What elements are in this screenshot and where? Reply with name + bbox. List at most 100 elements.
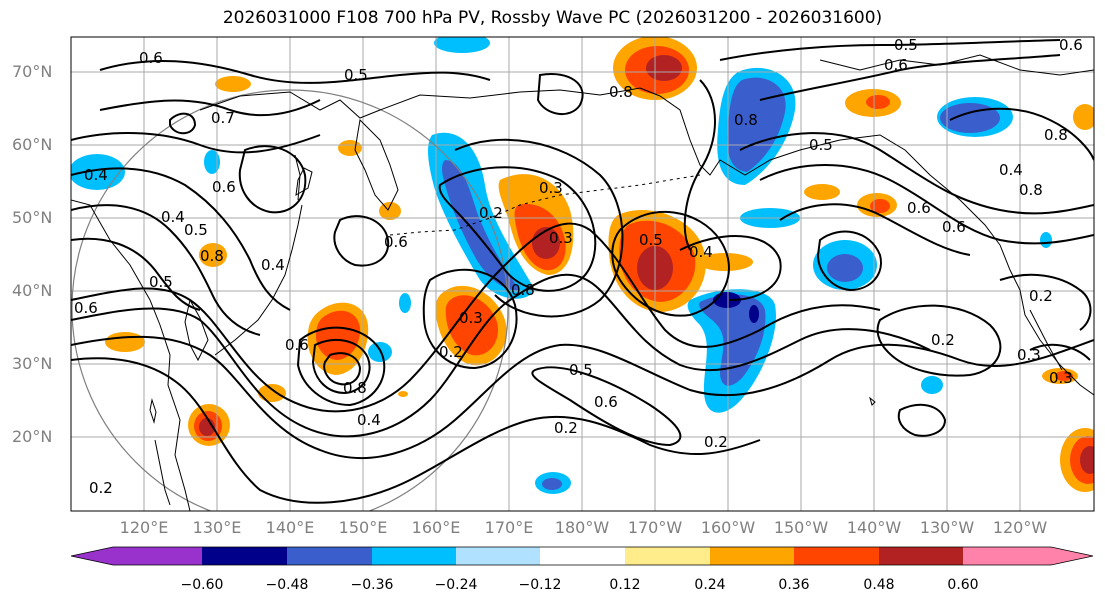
coastline-philippines <box>154 439 171 506</box>
pv-contour <box>719 39 1061 61</box>
coastline-sakhalin <box>294 154 301 201</box>
colorbar-segments <box>71 547 1093 565</box>
colorbar-segment <box>202 547 287 565</box>
contour-label: 0.2 <box>554 419 578 437</box>
pv-contour <box>897 403 947 437</box>
contour-label: 0.8 <box>1044 126 1068 144</box>
contour-label: 0.4 <box>261 256 285 274</box>
positive-anomaly <box>866 95 890 109</box>
pv-contour <box>71 335 1094 459</box>
coastline-alaska <box>639 87 1001 246</box>
contour-label: 0.3 <box>1049 369 1073 387</box>
contour-label: 0.4 <box>84 166 108 184</box>
pv-contour <box>999 273 1092 331</box>
positive-anomaly <box>697 253 753 271</box>
coastline-japan <box>295 167 313 196</box>
colorbar-tick-label: −0.36 <box>350 577 394 593</box>
positive-anomaly <box>105 332 145 352</box>
positive-anomaly <box>1080 446 1094 474</box>
colorbar-segment <box>456 547 540 565</box>
contour-label: 0.6 <box>139 49 163 67</box>
pv-contour <box>739 132 1094 215</box>
pv-contour <box>454 138 624 318</box>
contour-label: 0.6 <box>907 199 931 217</box>
lon-label: 130°E <box>192 518 242 537</box>
negative-anomaly <box>434 37 490 53</box>
lon-label: 140°E <box>265 518 315 537</box>
coastline-japan <box>214 204 303 356</box>
contour-label: 0.8 <box>200 247 224 265</box>
pv-contour <box>71 132 321 154</box>
pv-contour <box>99 99 321 117</box>
negative-anomaly <box>940 103 1000 133</box>
positive-anomaly <box>445 295 499 356</box>
coastline-okhotsk <box>199 91 381 119</box>
contour-label: 0.3 <box>1017 346 1041 364</box>
pv-contour <box>311 338 371 395</box>
pv-contour <box>876 304 1002 377</box>
positive-anomaly <box>338 140 362 156</box>
contour-label: 0.5 <box>809 136 833 154</box>
pv-contour <box>71 204 261 336</box>
lon-label: 170°W <box>627 518 683 537</box>
pv-contour <box>816 230 882 292</box>
pv-contour <box>759 54 1061 101</box>
positive-anomaly <box>215 76 251 92</box>
lon-label: 160°E <box>411 518 461 537</box>
contour-label: 0.5 <box>569 361 593 379</box>
pv-contour <box>71 273 931 438</box>
pv-contour <box>536 73 584 115</box>
negative-anomaly <box>542 478 562 490</box>
pv-contour <box>296 326 386 407</box>
colorbar-tick-label: 0.36 <box>778 577 810 593</box>
colorbar-tick-label: 0.60 <box>947 577 979 593</box>
negative-anomaly <box>921 376 943 394</box>
region-circle <box>71 89 509 511</box>
colorbar-segment <box>794 547 879 565</box>
lat-label: 30°N <box>12 354 53 373</box>
contour-label: 0.2 <box>479 204 503 222</box>
contour-label: 0.6 <box>212 178 236 196</box>
colorbar <box>70 546 1094 566</box>
contour-label: 0.2 <box>89 479 113 497</box>
pv-contour <box>71 167 291 311</box>
contour-label: 0.6 <box>384 233 408 251</box>
positive-anomaly <box>398 391 408 397</box>
coastline-arctic <box>819 54 1094 76</box>
contour-label: 0.5 <box>639 231 663 249</box>
negative-anomaly <box>1040 232 1052 248</box>
positive-anomaly <box>315 310 361 360</box>
lon-label: 180°W <box>554 518 610 537</box>
contour-label: 0.4 <box>161 208 185 226</box>
pv-contour <box>759 164 1094 245</box>
lon-label: 160°W <box>700 518 756 537</box>
colorbar-extend-min <box>71 547 113 565</box>
coastline-taiwan <box>149 398 157 424</box>
contour-label: 0.5 <box>344 66 368 84</box>
pv-contour <box>71 222 881 413</box>
colorbar-segment <box>287 547 372 565</box>
coastline-korea <box>184 298 209 362</box>
contour-label: 0.8 <box>343 379 367 397</box>
contour-label: 0.8 <box>734 111 758 129</box>
contour-label: 0.8 <box>1019 181 1043 199</box>
pv-contour <box>169 112 197 135</box>
contour-label: 0.5 <box>894 36 918 54</box>
contour-label: 0.2 <box>1029 287 1053 305</box>
positive-anomaly <box>870 199 890 213</box>
colorbar-segment <box>710 547 794 565</box>
positive-anomaly <box>804 184 840 200</box>
negative-anomaly <box>749 305 759 323</box>
contour-label: 0.3 <box>539 179 563 197</box>
contour-label: 0.5 <box>184 221 208 239</box>
colorbar-tick-label: 0.48 <box>863 577 895 593</box>
lon-label: 130°W <box>919 518 975 537</box>
lat-label: 70°N <box>12 62 53 81</box>
lat-label: 50°N <box>12 208 53 227</box>
lon-label: 140°W <box>846 518 902 537</box>
negative-anomaly <box>204 150 220 174</box>
pv-contours <box>71 39 1094 504</box>
contour-label: 0.4 <box>689 243 713 261</box>
map-area <box>71 37 1094 511</box>
